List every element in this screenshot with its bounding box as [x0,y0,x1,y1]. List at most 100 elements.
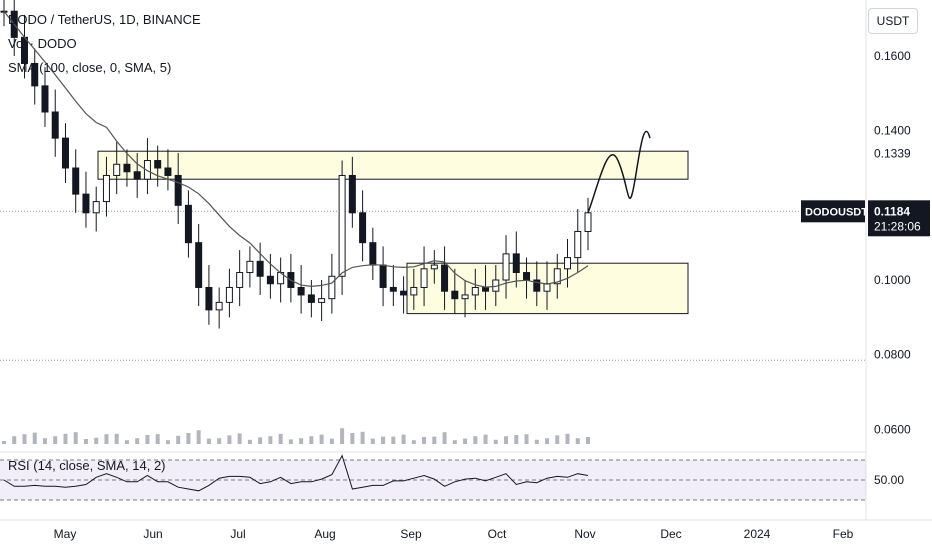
candle-up [430,264,438,270]
candle-down [451,290,459,300]
candle-down [256,260,264,277]
time-axis-label: 2024 [744,527,771,541]
price-tag-countdown: 21:28:06 [874,219,921,233]
candle-up [102,174,110,203]
candle-up [225,286,233,303]
volume-bar [155,434,160,444]
volume-bar [135,438,140,444]
time-axis-label: Feb [833,527,854,541]
volume-bar [350,433,355,444]
volume-bar [381,436,386,444]
time-axis-label: Jul [230,527,245,541]
volume-bar [94,437,99,444]
candle-up [318,298,326,303]
candle-up [215,301,223,311]
time-axis-label: Jun [143,527,162,541]
candle-up [543,283,551,292]
volume-bar [63,433,68,444]
volume-bar [432,436,437,444]
candle-up [236,272,244,288]
rsi-tick-label: 50.00 [874,473,904,487]
symbol-tag-label: DODOUSDT [805,206,868,218]
volume-bar [53,436,58,444]
candle-up [92,201,100,214]
candle-up [246,260,254,274]
volume-bar [329,438,334,444]
price-tag-bg [868,200,930,237]
volume-bar [534,439,539,444]
candle-down [154,160,162,169]
volume-bar [555,435,560,444]
volume-bar [360,431,365,444]
volume-bar [145,435,150,444]
currency-label[interactable]: USDT [868,8,918,34]
volume-bar [391,436,396,444]
price-tag-value: 0.1184 [874,204,910,218]
volume-bar [401,434,406,444]
volume-bar [452,440,457,444]
candle-up [502,253,510,281]
candle-up [574,230,582,259]
symbol-title: DODO / TetherUS, 1D, BINANCE [8,12,201,27]
volume-bar [247,439,252,444]
volume-bar [278,433,283,444]
sma-line [3,10,589,288]
volume-bar [258,437,263,444]
candle-up [410,286,418,296]
volume-bar [514,435,519,444]
volume-bar [268,436,273,444]
volume-bar [524,434,529,444]
volume-bar [299,438,304,444]
resistance-zone [97,150,689,180]
volume-bar [124,440,129,444]
price-tick-label: 0.1600 [874,49,911,63]
volume-bar [32,432,37,444]
candle-down [533,279,541,292]
volume-bar [42,438,47,444]
candle-down [31,62,39,87]
volume-bar [586,437,590,444]
candle-down [369,242,377,266]
candle-up [564,257,572,270]
price-tick-label: 0.0600 [874,422,911,436]
volume-bar [165,440,170,444]
candle-down [379,264,387,288]
candle-down [348,174,356,214]
candle-down [174,174,182,206]
volume-bar [473,436,478,444]
volume-bar [114,433,119,444]
candle-down [266,275,274,285]
volume-bar [227,435,232,444]
volume-bar [217,438,222,444]
volume-bar [504,436,509,444]
volume-bar [83,439,88,444]
time-axis-label: Aug [314,527,335,541]
candle-down [41,85,49,113]
candle-up [420,268,428,288]
candle-up [471,286,479,296]
candle-down [195,242,203,288]
time-axis-label: Nov [574,527,595,541]
candle-down [297,286,305,296]
volume-bar [196,430,201,444]
volume-bar [73,432,78,444]
candle-up [584,212,592,232]
price-tick-label: 0.0800 [874,348,911,362]
candle-down [51,111,59,139]
time-axis-label: May [54,527,77,541]
candle-down [307,294,315,303]
candle-down [184,204,192,244]
sma-legend: SMA (100, close, 0, SMA, 5) [8,60,172,75]
candle-down [400,290,408,296]
candle-down [441,264,449,292]
candle-down [389,286,397,292]
candle-down [512,253,520,274]
candle-down [205,286,213,311]
volume-bar [370,438,375,444]
volume-bar [319,434,324,444]
candle-down [72,167,80,195]
volume-bar [463,438,468,444]
time-axis-label: Sep [400,527,422,541]
